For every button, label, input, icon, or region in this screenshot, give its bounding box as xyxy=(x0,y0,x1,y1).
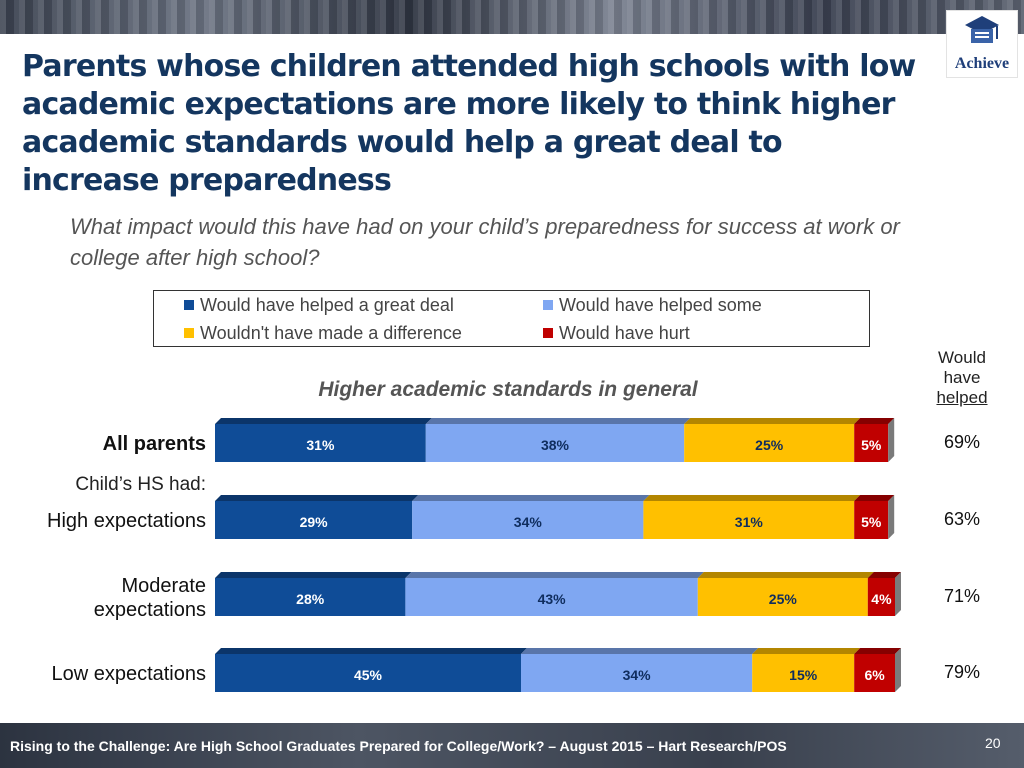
bar-segment xyxy=(215,654,521,692)
bar-segment xyxy=(215,424,426,462)
would-have-helped-value: 69% xyxy=(944,432,980,452)
footer-bar: Rising to the Challenge: Are High School… xyxy=(0,723,1024,768)
bar-segment-top xyxy=(215,648,527,654)
legend-label: Would have helped some xyxy=(559,295,762,315)
bar-segment xyxy=(521,654,753,692)
bar-segment xyxy=(405,578,698,616)
bar-segment-top xyxy=(215,418,432,424)
data-label: 45% xyxy=(354,667,383,683)
legend-label: Would have helped a great deal xyxy=(200,295,454,315)
legend-item-great-deal: Would have helped a great deal xyxy=(184,295,454,316)
data-label: 29% xyxy=(300,514,329,530)
bar-segment xyxy=(854,424,889,462)
chart-legend: Would have helped a great deal Would hav… xyxy=(153,290,870,347)
bar-segment xyxy=(684,424,855,462)
category-label: All parents xyxy=(103,433,206,455)
bar-segment-top xyxy=(854,418,895,424)
bar-segment xyxy=(867,578,895,616)
page-title: Parents whose children attended high sch… xyxy=(22,49,916,198)
would-have-helped-value: 63% xyxy=(944,509,980,529)
data-label: 5% xyxy=(861,514,882,530)
data-label: 43% xyxy=(538,591,567,607)
bar-end-face xyxy=(888,495,895,539)
bar-segment-top xyxy=(684,418,861,424)
category-label: High expectations xyxy=(47,510,206,532)
legend-swatch xyxy=(543,300,553,310)
bar-segment xyxy=(697,578,868,616)
bar-row: 28% 43% 25% 4% xyxy=(215,572,901,616)
bar-segment-top xyxy=(854,495,895,501)
bar-segment xyxy=(854,654,895,692)
data-label: 31% xyxy=(306,437,335,453)
header-line: have xyxy=(943,368,981,387)
bar-segment-top xyxy=(521,648,759,654)
data-label: 25% xyxy=(755,437,784,453)
would-have-helped-header: Would have helped xyxy=(926,348,998,408)
bar-segment-top xyxy=(215,572,412,578)
bar-row: 45% 34% 15% 6% xyxy=(215,648,901,692)
data-label: 34% xyxy=(514,514,543,530)
legend-item-no-difference: Wouldn't have made a difference xyxy=(184,323,462,344)
data-label: 15% xyxy=(789,667,818,683)
survey-question: What impact would this have had on your … xyxy=(70,214,900,270)
graduation-cap-icon xyxy=(965,16,999,43)
group-label: Child’s HS had: xyxy=(75,474,206,495)
would-have-helped-value: 79% xyxy=(944,662,980,682)
data-label: 31% xyxy=(735,514,764,530)
would-have-helped-value: 71% xyxy=(944,586,980,606)
bar-segment-top xyxy=(405,572,704,578)
logo-text: Achieve xyxy=(954,55,1010,72)
header-line: Would xyxy=(938,348,986,367)
legend-label: Wouldn't have made a difference xyxy=(200,323,462,343)
header-line: helped xyxy=(936,388,988,407)
header-photo-banner xyxy=(0,0,1024,34)
data-label: 5% xyxy=(861,437,882,453)
bar-row: 31% 38% 25% 5% xyxy=(215,418,895,462)
bar-end-face xyxy=(895,648,901,692)
bar-end-face xyxy=(888,418,895,462)
data-label: 4% xyxy=(871,591,892,607)
data-label: 34% xyxy=(623,667,652,683)
bar-segment-top xyxy=(752,648,861,654)
footer-source: Rising to the Challenge: Are High School… xyxy=(10,738,787,754)
category-label: Low expectations xyxy=(51,663,206,685)
bar-segment xyxy=(854,501,889,539)
bar-end-face xyxy=(895,572,901,616)
bar-segment xyxy=(425,424,685,462)
data-label: 28% xyxy=(296,591,325,607)
legend-swatch xyxy=(543,328,553,338)
bar-segment xyxy=(412,501,644,539)
legend-label: Would have hurt xyxy=(559,323,690,343)
chart-subtitle: Higher academic standards in general xyxy=(318,378,698,401)
achieve-logo: Achieve xyxy=(946,10,1018,78)
legend-item-hurt: Would have hurt xyxy=(543,323,690,344)
bar-segment xyxy=(215,501,413,539)
bar-segment xyxy=(215,578,406,616)
page-number: 20 xyxy=(985,735,1001,751)
bar-segment-top xyxy=(412,495,650,501)
bar-segment-top xyxy=(867,572,901,578)
legend-swatch xyxy=(184,328,194,338)
bar-segment-top xyxy=(215,495,419,501)
bar-segment-top xyxy=(854,648,901,654)
bar-segment-top xyxy=(425,418,691,424)
category-label: Moderate expectations xyxy=(94,575,206,621)
legend-item-some: Would have helped some xyxy=(543,295,762,316)
data-label: 38% xyxy=(541,437,570,453)
legend-swatch xyxy=(184,300,194,310)
data-label: 25% xyxy=(769,591,798,607)
data-label: 6% xyxy=(864,667,885,683)
bar-segment xyxy=(643,501,855,539)
bar-segment-top xyxy=(643,495,861,501)
bar-segment xyxy=(752,654,855,692)
bar-segment-top xyxy=(697,572,874,578)
bar-row: 29% 34% 31% 5% xyxy=(215,495,895,539)
